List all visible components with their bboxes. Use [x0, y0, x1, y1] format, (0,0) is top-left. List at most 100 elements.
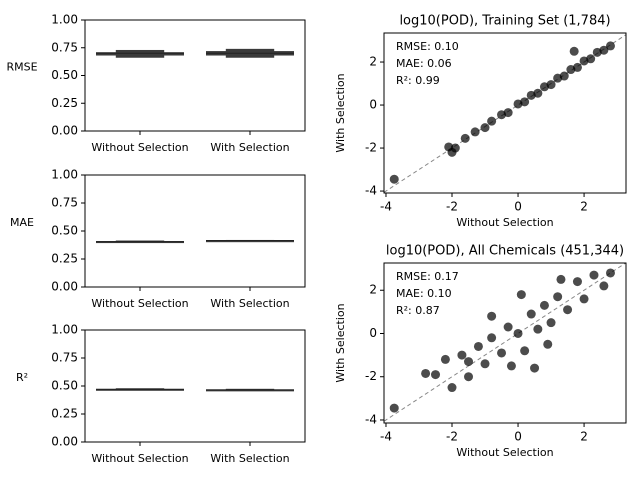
x-tick-label: Without Selection	[91, 297, 188, 310]
y-tick-label: -2	[365, 369, 377, 383]
y-tick-label: 0.50	[51, 224, 78, 238]
chart-title: log10(POD), Training Set (1,784)	[399, 14, 610, 29]
x-tick-label: 0	[514, 200, 522, 214]
x-tick-label: With Selection	[210, 141, 289, 154]
y-tick-label: -4	[365, 412, 377, 426]
y-tick-label: -2	[365, 141, 377, 155]
x-axis-label: Without Selection	[456, 216, 553, 229]
point	[526, 309, 536, 319]
point	[464, 357, 474, 367]
point	[487, 333, 497, 343]
point	[447, 147, 457, 157]
y-axis-label: With Selection	[334, 73, 347, 152]
y-tick-label: 0.25	[51, 252, 78, 266]
point	[503, 322, 513, 332]
y-tick-label: 2	[369, 283, 377, 297]
point	[440, 354, 450, 364]
point	[533, 324, 543, 334]
annotation: MAE: 0.06	[396, 57, 452, 70]
point	[605, 41, 615, 51]
point	[559, 71, 569, 81]
x-tick-label: -4	[380, 430, 392, 444]
point	[579, 294, 589, 304]
y-axis-label: RMSE	[6, 61, 37, 74]
chart-title: log10(POD), All Chemicals (451,344)	[386, 244, 624, 259]
y-tick-label: 1.00	[51, 13, 78, 27]
point	[389, 403, 399, 413]
point	[520, 97, 530, 107]
y-tick-label: 0	[369, 326, 377, 340]
point	[563, 305, 573, 315]
axes-frame	[84, 19, 306, 132]
point	[586, 54, 596, 64]
point	[599, 281, 609, 291]
annotation: MAE: 0.10	[396, 287, 452, 300]
point	[457, 350, 467, 360]
point	[389, 174, 399, 184]
point	[421, 368, 431, 378]
y-axis-label: With Selection	[334, 303, 347, 382]
reference-line	[383, 262, 626, 422]
x-tick-label: -4	[380, 200, 392, 214]
point	[572, 62, 582, 72]
y-axis-label: MAE	[10, 216, 34, 229]
y-tick-label: 0.25	[51, 96, 78, 110]
x-axis-label: Without Selection	[456, 446, 553, 459]
point	[506, 361, 516, 371]
point	[460, 133, 470, 143]
point	[487, 311, 497, 321]
x-tick-label: 2	[580, 200, 588, 214]
x-tick-label: Without Selection	[91, 452, 188, 465]
y-axis-label: R²	[16, 371, 28, 384]
axes-frame	[84, 329, 306, 443]
y-tick-label: 0.50	[51, 379, 78, 393]
point	[546, 80, 556, 90]
point	[487, 116, 497, 126]
x-tick-label: With Selection	[210, 297, 289, 310]
point	[553, 292, 563, 302]
point	[543, 339, 553, 349]
point	[556, 274, 566, 284]
y-tick-label: -4	[365, 184, 377, 198]
y-tick-label: 2	[369, 55, 377, 69]
annotation: RMSE: 0.17	[396, 270, 459, 283]
annotation: R²: 0.87	[396, 304, 440, 317]
y-tick-label: 0.00	[51, 280, 78, 294]
y-tick-label: 0.25	[51, 407, 78, 421]
point	[539, 300, 549, 310]
axes-frame	[383, 32, 627, 194]
point	[447, 383, 457, 393]
point	[533, 88, 543, 98]
point	[572, 277, 582, 287]
y-tick-label: 0.75	[51, 196, 78, 210]
point	[589, 270, 599, 280]
annotation: R²: 0.99	[396, 74, 440, 87]
y-tick-label: 0	[369, 98, 377, 112]
box	[96, 52, 184, 56]
y-tick-label: 0.00	[51, 435, 78, 449]
point	[605, 268, 615, 278]
point	[480, 123, 490, 133]
point	[497, 348, 507, 358]
point	[464, 372, 474, 382]
point	[516, 290, 526, 300]
x-tick-label: 0	[514, 430, 522, 444]
point	[470, 127, 480, 137]
x-tick-label: -2	[446, 200, 458, 214]
y-tick-label: 1.00	[51, 168, 78, 182]
x-tick-label: 2	[580, 430, 588, 444]
x-tick-label: -2	[446, 430, 458, 444]
y-tick-label: 0.75	[51, 40, 78, 54]
box	[206, 240, 294, 243]
y-tick-label: 0.50	[51, 68, 78, 82]
x-tick-label: Without Selection	[91, 141, 188, 154]
point	[546, 318, 556, 328]
x-tick-label: With Selection	[210, 452, 289, 465]
y-tick-label: 0.75	[51, 351, 78, 365]
point	[431, 370, 441, 380]
axes-frame	[383, 262, 627, 424]
point	[480, 359, 490, 369]
point	[530, 363, 540, 373]
y-tick-label: 0.00	[51, 124, 78, 138]
